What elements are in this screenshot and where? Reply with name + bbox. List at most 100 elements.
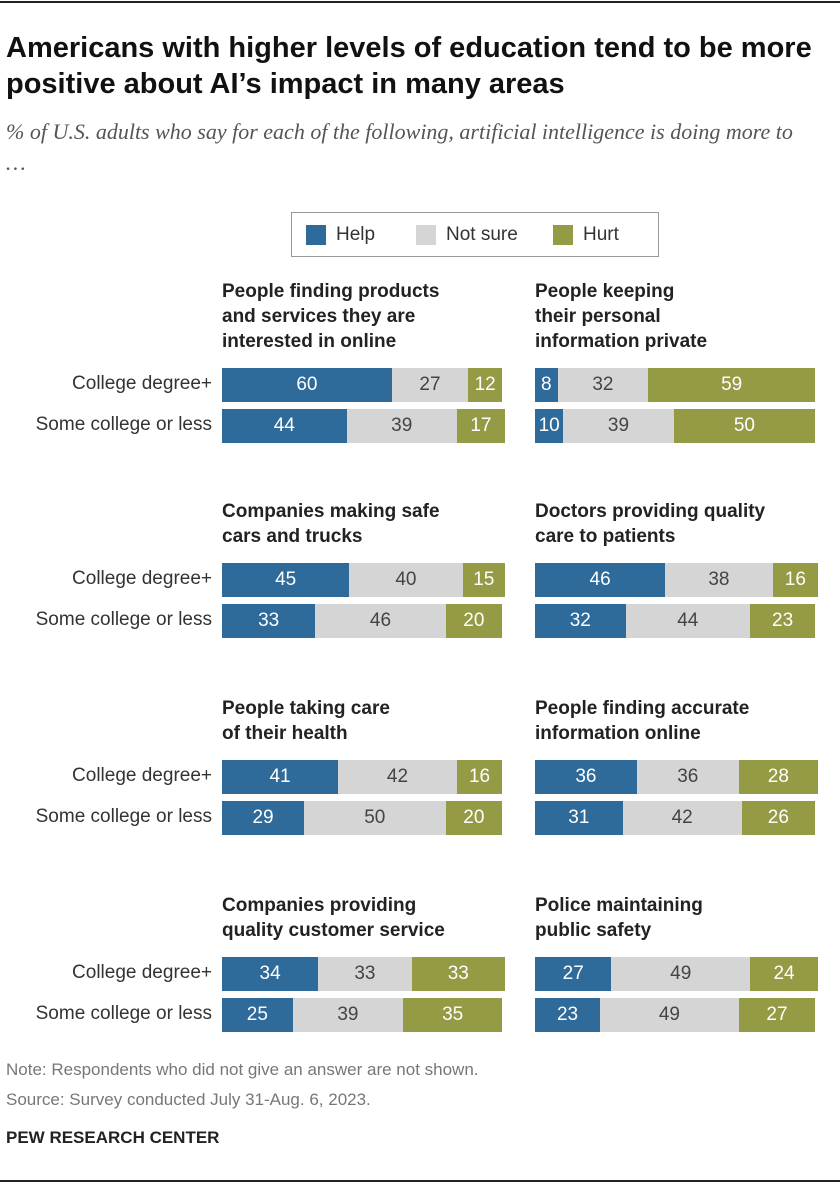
legend-swatch xyxy=(306,225,326,245)
bar-segment xyxy=(222,409,347,443)
bar-segment xyxy=(403,998,503,1032)
bar-segment xyxy=(468,368,503,402)
panel-title: People finding products xyxy=(222,281,440,302)
source: Source: Survey conducted July 31-Aug. 6,… xyxy=(6,1090,371,1109)
value-label: 59 xyxy=(721,374,743,395)
panel-title: public safety xyxy=(535,920,652,941)
value-label: 27 xyxy=(419,374,441,395)
value-label: 41 xyxy=(269,766,291,787)
value-label: 16 xyxy=(784,569,806,590)
bar-segment xyxy=(338,760,457,794)
category-label: College degree+ xyxy=(72,568,212,589)
panel-title: their personal xyxy=(535,306,661,327)
bar-segment xyxy=(318,957,412,991)
bar-segment xyxy=(292,998,404,1032)
legend-label: Hurt xyxy=(583,224,619,245)
legend-swatch xyxy=(416,225,436,245)
category-label: Some college or less xyxy=(35,806,212,827)
note: Note: Respondents who did not give an an… xyxy=(6,1060,479,1079)
value-label: 60 xyxy=(296,374,318,395)
legend-label: Help xyxy=(336,224,376,245)
bar-segment xyxy=(222,760,339,794)
bar-segment xyxy=(648,368,816,402)
bar-segment xyxy=(665,563,773,597)
value-label: 50 xyxy=(733,415,755,436)
value-label: 45 xyxy=(275,569,297,590)
category-label: College degree+ xyxy=(72,765,212,786)
bar-segment xyxy=(535,760,637,794)
value-label: 28 xyxy=(767,766,789,787)
value-label: 26 xyxy=(767,807,789,828)
value-label: 38 xyxy=(708,569,730,590)
bar-segment xyxy=(611,957,751,991)
bar-segment xyxy=(625,604,751,638)
legend: Help Not sure Hurt xyxy=(291,212,659,257)
bar-segment xyxy=(738,998,816,1032)
value-label: 33 xyxy=(258,610,280,631)
value-label: 29 xyxy=(252,807,274,828)
value-label: 42 xyxy=(386,766,409,787)
bar-segment xyxy=(315,604,446,638)
value-label: 34 xyxy=(259,963,281,984)
bar-segment xyxy=(535,998,601,1032)
value-label: 49 xyxy=(670,963,692,984)
panel-title: and services they are xyxy=(222,306,416,327)
panel-title: People finding accurate xyxy=(535,698,750,719)
value-label: 36 xyxy=(575,766,597,787)
category-label: College degree+ xyxy=(72,962,212,983)
bar-segment xyxy=(222,998,293,1032)
value-label: 44 xyxy=(273,415,295,436)
panel-title: Police maintaining xyxy=(535,895,703,916)
bar-segment xyxy=(411,957,505,991)
bar-segment xyxy=(622,801,742,835)
bar-segment xyxy=(222,368,392,402)
panel-title: Doctors providing quality xyxy=(535,501,766,522)
subtitle: % of U.S. adults who say for each of the… xyxy=(6,119,793,175)
panel-title: quality customer service xyxy=(222,920,445,941)
bar-segment xyxy=(738,760,818,794)
panel-title: Companies providing xyxy=(222,895,417,916)
value-label: 46 xyxy=(369,610,392,631)
bar-segment xyxy=(673,409,816,443)
value-label: 17 xyxy=(470,415,492,436)
footer: PEW RESEARCH CENTER xyxy=(6,1128,220,1147)
value-label: 20 xyxy=(463,610,485,631)
value-label: 40 xyxy=(395,569,417,590)
value-label: 10 xyxy=(538,415,560,436)
legend-label: Not sure xyxy=(446,224,518,245)
bar-segment xyxy=(222,563,350,597)
bar-segment xyxy=(222,957,319,991)
title: Americans with higher levels of educatio… xyxy=(6,32,812,100)
bar-segment xyxy=(535,801,623,835)
value-label: 20 xyxy=(463,807,485,828)
value-label: 32 xyxy=(569,610,591,631)
panel-title: information online xyxy=(535,723,701,744)
value-label: 15 xyxy=(473,569,495,590)
value-label: 25 xyxy=(246,1004,268,1025)
panel-title: Companies making safe xyxy=(222,501,440,522)
bar-segment xyxy=(563,409,674,443)
value-label: 27 xyxy=(562,963,584,984)
value-label: 49 xyxy=(658,1004,680,1025)
legend-swatch xyxy=(553,225,573,245)
bar-segment xyxy=(222,604,316,638)
panel-title: People keeping xyxy=(535,281,675,302)
bar-segment xyxy=(535,957,612,991)
value-label: 39 xyxy=(391,415,413,436)
category-label: College degree+ xyxy=(72,373,212,394)
value-label: 35 xyxy=(442,1004,464,1025)
value-label: 24 xyxy=(773,963,795,984)
bar-segment xyxy=(535,604,626,638)
value-label: 36 xyxy=(677,766,699,787)
bar-segment xyxy=(535,563,666,597)
panel-title: information private xyxy=(535,331,708,352)
bar-segment xyxy=(391,368,469,402)
category-label: Some college or less xyxy=(35,1003,212,1024)
bottom-rule xyxy=(0,1180,840,1182)
bar-segment xyxy=(349,563,463,597)
value-label: 27 xyxy=(766,1004,788,1025)
value-label: 31 xyxy=(568,807,590,828)
bar-segment xyxy=(462,563,505,597)
panel-title: interested in online xyxy=(222,331,397,352)
